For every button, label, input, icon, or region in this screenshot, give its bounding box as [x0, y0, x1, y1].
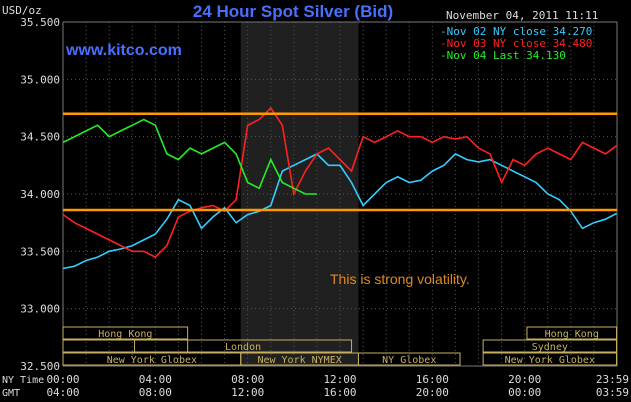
- y-tick-label: 35.500: [20, 16, 60, 29]
- plot-frame: [62, 21, 618, 367]
- session-label: NY Globex: [382, 355, 436, 366]
- x-tick-label-ny: 00:00: [46, 373, 79, 386]
- gmt-row-label: GMT: [2, 388, 20, 399]
- ny-time-row-label: NY Time: [2, 375, 44, 386]
- session-label: New York NYMEX: [257, 355, 341, 366]
- support-resistance-lines: [63, 112, 617, 212]
- series-line-nov-02: [62, 152, 617, 270]
- session-label: Hong Kong: [98, 329, 152, 340]
- y-tick-label: 33.500: [20, 245, 60, 258]
- session-label: New York Globex: [107, 355, 197, 366]
- x-tick-label-ny: 16:00: [416, 373, 449, 386]
- legend-entry: -Nov 04 Last 34.130: [440, 49, 566, 62]
- session-box: [526, 326, 618, 340]
- x-tick-label-ny: 23:59: [596, 373, 629, 386]
- legend: -Nov 02 NY close 34.270-Nov 03 NY close …: [440, 25, 592, 62]
- session-box: [357, 352, 461, 366]
- x-axis-tick-labels: 00:0004:0004:0008:0008:0012:0012:0016:00…: [46, 373, 629, 399]
- session-box: [62, 326, 189, 340]
- session-box: [482, 339, 618, 353]
- session-label: New York Globex: [505, 355, 595, 366]
- series-line-nov-04: [62, 118, 317, 195]
- x-tick-label-ny: 12:00: [323, 373, 356, 386]
- session-box: [134, 339, 353, 353]
- x-tick-label-gmt: 00:00: [508, 386, 541, 399]
- session-label: Sydney: [532, 342, 568, 353]
- date-label: November 04, 2011 11:11: [446, 9, 598, 22]
- x-tick-label-ny: 20:00: [508, 373, 541, 386]
- legend-entry: -Nov 02 NY close 34.270: [440, 25, 592, 38]
- series-line-nov-03: [62, 106, 617, 259]
- session-box: [62, 339, 189, 353]
- x-tick-label-gmt: 16:00: [323, 386, 356, 399]
- y-tick-label: 32.500: [20, 360, 60, 373]
- y-axis-tick-labels: 35.500 35.000 34.500 34.000 33.500 33.000 32.5…: [20, 16, 60, 373]
- y-tick-label: 34.500: [20, 131, 60, 144]
- x-tick-label-gmt: 04:00: [46, 386, 79, 399]
- x-tick-label-gmt: 12:00: [231, 386, 264, 399]
- legend-entry: -Nov 03 NY close 34.480: [440, 37, 592, 50]
- x-tick-label-ny: 04:00: [139, 373, 172, 386]
- session-label: Hong Kong: [545, 329, 599, 340]
- x-tick-label-gmt: 08:00: [139, 386, 172, 399]
- y-tick-label: 33.000: [20, 303, 60, 316]
- volatility-annotation: This is strong volatility.: [330, 271, 470, 287]
- website-label: www.kitco.com: [65, 42, 182, 59]
- series-lines: [62, 106, 617, 270]
- y-tick-label: 34.000: [20, 188, 60, 201]
- market-sessions: Hong Kong London New York Globex New York N…: [62, 326, 618, 366]
- x-tick-label-gmt: 03:59: [596, 386, 629, 399]
- y-axis-label: USD/oz: [2, 4, 42, 17]
- chart-title: 24 Hour Spot Silver (Bid): [193, 2, 393, 21]
- session-label: London: [225, 342, 261, 353]
- session-box: [482, 352, 618, 366]
- x-tick-label-gmt: 20:00: [416, 386, 449, 399]
- y-tick-label: 35.000: [20, 73, 60, 86]
- x-tick-label-ny: 08:00: [231, 373, 264, 386]
